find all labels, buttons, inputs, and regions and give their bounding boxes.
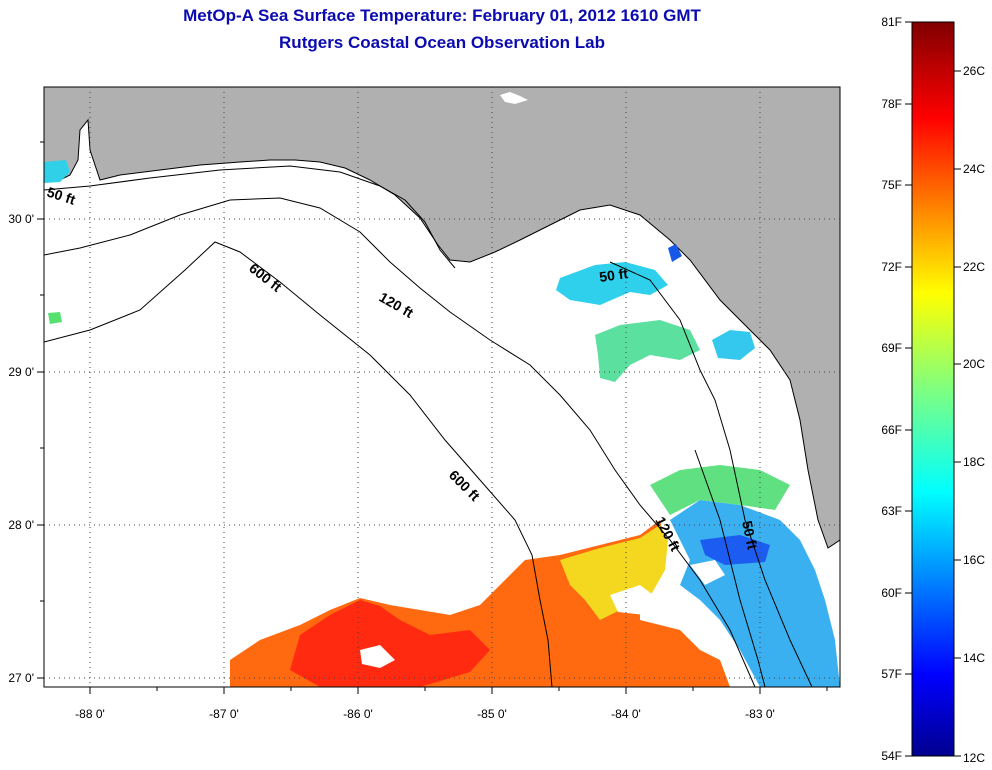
colorbar-c-label: 18C xyxy=(963,455,985,469)
title-line-1: MetOp-A Sea Surface Temperature: Februar… xyxy=(183,6,701,25)
map-border xyxy=(43,86,841,688)
sst-patch-gap-2 xyxy=(610,585,660,615)
contour-label-50ft-south: 50 ft xyxy=(739,519,761,551)
colorbar-c-label: 12C xyxy=(963,751,985,765)
isobath-600ft xyxy=(44,241,553,687)
sst-patch-big-bend-east xyxy=(712,330,755,360)
sst-patch-small-west xyxy=(48,312,62,324)
colorbar-c-label: 14C xyxy=(963,651,985,665)
colorbar-f-label: 81F xyxy=(881,15,902,29)
sst-patch-hot-core xyxy=(290,600,490,687)
lon-label: -87 0' xyxy=(209,707,239,721)
sst-patch-cold-spot xyxy=(668,244,682,262)
lon-label: -85 0' xyxy=(477,707,507,721)
colorbar-c-label: 20C xyxy=(963,357,985,371)
sst-patch-west-coast xyxy=(44,160,70,183)
sst-patches xyxy=(44,160,840,687)
lat-label: 27 0' xyxy=(8,671,34,685)
colorbar-c-label: 26C xyxy=(963,64,985,78)
sst-patch-big-bend-north xyxy=(556,262,668,305)
isobath-shelf-outer xyxy=(694,449,766,687)
lon-label: -88 0' xyxy=(75,707,105,721)
axis-ticks xyxy=(37,141,828,694)
lon-label: -83 0' xyxy=(745,707,775,721)
colorbar-f-label: 54F xyxy=(881,749,902,763)
colorbar-c-label: 22C xyxy=(963,260,985,274)
land-mass xyxy=(44,87,840,549)
lat-label: 30 0' xyxy=(8,212,34,226)
colorbar-f-label: 69F xyxy=(881,341,902,355)
colorbar-c-label: 16C xyxy=(963,553,985,567)
isobath-50ft-west xyxy=(44,165,456,269)
colorbar-f-label: 75F xyxy=(881,178,902,192)
isobaths xyxy=(44,165,813,687)
inland-lake xyxy=(500,92,528,104)
colorbar-f-label: 57F xyxy=(881,667,902,681)
lat-label: 28 0' xyxy=(8,518,34,532)
colorbar-c-label: 24C xyxy=(963,162,985,176)
colorbar-f-label: 60F xyxy=(881,586,902,600)
sst-patch-gap-1 xyxy=(360,645,395,668)
isobath-120ft xyxy=(44,197,756,687)
lon-label: -86 0' xyxy=(343,707,373,721)
isobath-50ft-east xyxy=(609,261,813,687)
graticule xyxy=(44,87,840,687)
sst-patch-gap-3 xyxy=(690,560,725,585)
colorbar-f-label: 66F xyxy=(881,423,902,437)
colorbar-f-label: 63F xyxy=(881,504,902,518)
sst-patch-big-bend-green xyxy=(595,320,700,382)
colorbar-ticks xyxy=(905,21,961,757)
colorbar xyxy=(911,21,955,757)
lat-label: 29 0' xyxy=(8,365,34,379)
sst-patch-green-shelf xyxy=(650,465,790,515)
contour-label-50ft-big-bend: 50 ft xyxy=(598,265,629,285)
colorbar-f-label: 72F xyxy=(881,260,902,274)
lon-label: -84 0' xyxy=(611,707,641,721)
title-line-2: Rutgers Coastal Ocean Observation Lab xyxy=(279,33,605,52)
colorbar-f-label: 78F xyxy=(881,97,902,111)
